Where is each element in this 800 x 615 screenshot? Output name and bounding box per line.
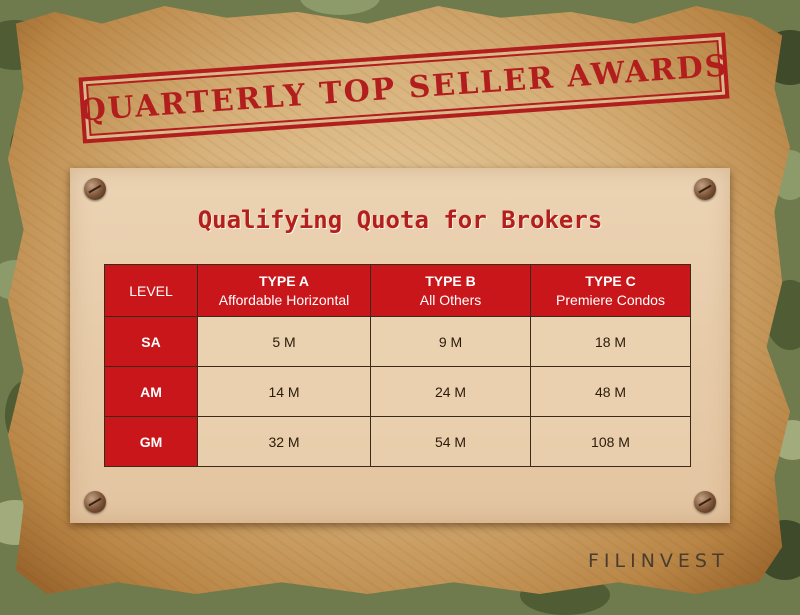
- column-type: TYPE C: [585, 273, 636, 289]
- table-row: GM 32 M 54 M 108 M: [104, 416, 691, 467]
- row-level: AM: [104, 366, 198, 417]
- table-cell: 32 M: [197, 416, 371, 467]
- table-cell: 18 M: [530, 316, 691, 367]
- row-level: GM: [104, 416, 198, 467]
- column-desc: Affordable Horizontal: [218, 292, 350, 308]
- bolt-icon: [694, 491, 716, 513]
- table-row: AM 14 M 24 M 48 M: [104, 366, 691, 417]
- bolt-icon: [84, 491, 106, 513]
- column-header-type-c: TYPE C Premiere Condos: [530, 264, 691, 317]
- column-header-type-a: TYPE A Affordable Horizontal: [197, 264, 371, 317]
- quota-board: Qualifying Quota for Brokers LEVEL TYPE …: [70, 168, 730, 523]
- table-cell: 9 M: [370, 316, 531, 367]
- brand-logo: FILINVEST: [588, 550, 729, 572]
- bolt-icon: [694, 178, 716, 200]
- table-cell: 14 M: [197, 366, 371, 417]
- table-cell: 108 M: [530, 416, 691, 467]
- column-desc: All Others: [419, 292, 482, 308]
- board-subtitle: Qualifying Quota for Brokers: [197, 206, 603, 234]
- table-cell: 54 M: [370, 416, 531, 467]
- table-header-row: LEVEL TYPE A Affordable Horizontal TYPE …: [104, 264, 691, 317]
- table-cell: 5 M: [197, 316, 371, 367]
- row-level: SA: [104, 316, 198, 367]
- table-row: SA 5 M 9 M 18 M: [104, 316, 691, 367]
- column-type: TYPE A: [258, 273, 310, 289]
- bolt-icon: [84, 178, 106, 200]
- column-header-type-b: TYPE B All Others: [370, 264, 531, 317]
- quota-table: LEVEL TYPE A Affordable Horizontal TYPE …: [104, 264, 691, 467]
- column-type: TYPE B: [425, 273, 476, 289]
- table-cell: 48 M: [530, 366, 691, 417]
- column-desc: Premiere Condos: [556, 292, 665, 308]
- column-header-level: LEVEL: [104, 264, 198, 317]
- table-cell: 24 M: [370, 366, 531, 417]
